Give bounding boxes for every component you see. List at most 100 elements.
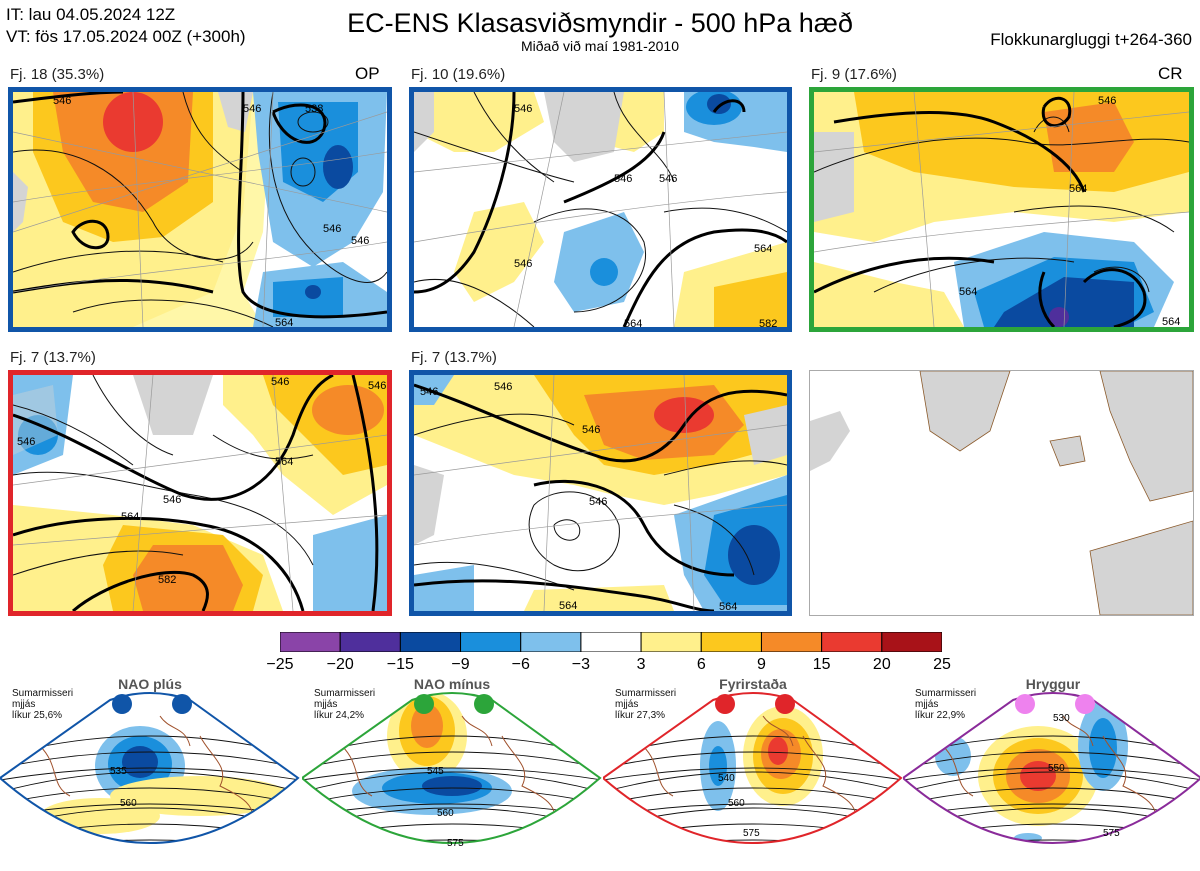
regime-contour-label: 545 (427, 766, 444, 777)
regime-marker-dot (1015, 694, 1035, 714)
panel-3-label: Fj. 9 (17.6%) (811, 66, 897, 83)
header-info: IT: lau 04.05.2024 12Z VT: fös 17.05.202… (6, 4, 246, 48)
contour-label: 546 (368, 380, 386, 392)
height-contour (903, 787, 1200, 805)
colorbar-tick-label: −25 (266, 656, 294, 673)
regime-note-line: mjjás (314, 699, 338, 710)
regime-frame (302, 692, 602, 844)
regime-marker-dot (715, 694, 735, 714)
contour-label: 546 (1098, 95, 1116, 107)
panel-1-tag: OP (355, 64, 380, 83)
regime-name: Hryggur (1025, 676, 1081, 692)
regime-contour-label: 575 (743, 828, 760, 839)
regime-map: 530 550 575 (903, 692, 1200, 844)
coastline (341, 715, 556, 827)
colorbar-tick-label: −3 (571, 656, 591, 673)
contour-label: 564 (559, 600, 577, 611)
cluster-map-5-field: 546 546 546 564 564 546 (414, 375, 787, 611)
panel-2-label: Fj. 10 (19.6%) (411, 66, 506, 83)
colorbar-tick-label: 25 (933, 656, 951, 673)
height-contour (302, 787, 600, 805)
regime-contour-label: 560 (728, 798, 745, 809)
cluster-map-1-field: 546 538 546 546 564 546 (13, 92, 387, 327)
colorbar-tick-label: −9 (451, 656, 470, 673)
height-contour (903, 751, 1200, 769)
regime-frame (0, 692, 300, 844)
regime-2: 545 560 575 NAO mínus Sumarmisseri mjjás líkur… (302, 676, 602, 871)
regime-contour-label: 560 (437, 808, 454, 819)
contour-label: 564 (1069, 183, 1087, 195)
regime-contour-label: 575 (1103, 828, 1120, 839)
regime-contour-label: 530 (1053, 713, 1070, 724)
regime-contour-label: 560 (120, 798, 137, 809)
contour-label: 546 (420, 386, 438, 398)
anomaly-shading (422, 776, 482, 796)
panel-1-label: Fj. 18 (35.3%) (10, 66, 105, 83)
regime-marker-dot (775, 694, 795, 714)
colorbar-swatch (881, 631, 943, 653)
cluster-map-1[interactable]: 546 538 546 546 564 546 (8, 87, 392, 332)
cluster-map-4[interactable]: 546 546 564 546 564 582 546 (8, 370, 392, 616)
regime-note-line: Sumarmisseri (915, 688, 977, 699)
contour-label: 546 (323, 223, 341, 235)
page-subtitle: Miðað við maí 1981-2010 (521, 38, 679, 54)
regime-note-line: líkur 24,2% (314, 710, 365, 721)
regime-frame (603, 692, 903, 844)
cluster-map-3[interactable]: 546 564 564 564 (809, 87, 1194, 332)
colorbar-swatch (520, 631, 582, 653)
contour-label: 546 (514, 258, 532, 270)
regime-marker-dot (172, 694, 192, 714)
colorbar-swatch (821, 631, 883, 653)
anomaly-shading (1089, 718, 1117, 778)
regime-name: NAO plús (118, 676, 182, 692)
colorbar-swatches (279, 631, 943, 653)
height-contour (302, 771, 600, 793)
regime-contour-label: 575 (447, 838, 464, 849)
contour-label: 546 (589, 496, 607, 508)
regime-note-line: Sumarmisseri (12, 688, 74, 699)
height-contour (302, 839, 600, 843)
classification-window: Flokkunargluggi t+264-360 (990, 30, 1192, 49)
colorbar-tick-label: 15 (812, 656, 831, 673)
regime-name: NAO mínus (413, 676, 491, 692)
height-contour (302, 767, 600, 781)
contour-label: 546 (351, 235, 369, 247)
contour-label: 546 (659, 173, 677, 185)
colorbar-swatch (580, 631, 642, 653)
contour-label: 546 (17, 436, 35, 448)
regime-map: 535 560 (0, 692, 300, 844)
colorbar-swatch (339, 631, 401, 653)
contour-label: 546 (494, 381, 512, 393)
issue-time: IT: lau 04.05.2024 12Z (6, 5, 176, 24)
cluster-map-5[interactable]: 546 546 546 564 564 546 (409, 370, 792, 616)
regime-3: 540 560 575 Fyrirstaða Sumarmisseri mjjás líku… (603, 676, 903, 871)
panel-4-label: Fj. 7 (13.7%) (10, 349, 96, 366)
contour-label: 546 (53, 95, 71, 107)
colorbar-swatch (700, 631, 762, 653)
contour-label: 582 (158, 574, 176, 586)
empty-basemap (809, 370, 1194, 616)
contour-label: 546 (582, 424, 600, 436)
colorbar-tick-label: −20 (326, 656, 354, 673)
valid-time: VT: fös 17.05.2024 00Z (+300h) (6, 27, 246, 46)
regime-note-line: mjjás (615, 699, 639, 710)
regime-name: Fyrirstaða (719, 676, 787, 692)
anomaly-shading (768, 737, 788, 765)
regime-map: 540 560 575 (603, 692, 903, 844)
basemap-land (810, 371, 1193, 615)
regime-note: Sumarmisseri mjjás líkur 24,2% (314, 688, 375, 721)
regime-note-line: líkur 22,9% (915, 710, 966, 721)
regime-contour-label: 535 (110, 766, 127, 777)
height-contour (0, 839, 298, 843)
height-contour (603, 839, 901, 843)
contour-label: 564 (959, 286, 977, 298)
contour-label: 546 (243, 103, 261, 115)
regime-note-line: mjjás (915, 699, 939, 710)
regime-note-line: mjjás (12, 699, 36, 710)
regime-note: Sumarmisseri mjjás líkur 27,3% (615, 688, 676, 721)
colorbar-swatch (460, 631, 522, 653)
contour-label: 564 (1162, 316, 1180, 327)
regime-marker-dot (474, 694, 494, 714)
regime-note: Sumarmisseri mjjás líkur 25,6% (12, 688, 73, 721)
cluster-map-2[interactable]: 546 546 564 546 546 564 582 (409, 87, 792, 332)
